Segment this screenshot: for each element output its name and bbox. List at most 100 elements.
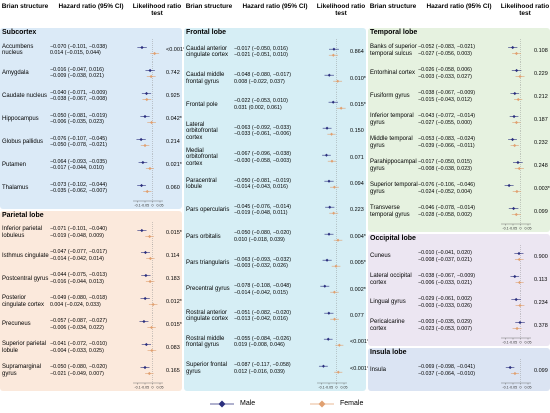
- forest-row: [318, 355, 343, 382]
- female-hr-label: −0.038 (−0.067, −0.008): [50, 96, 107, 103]
- structure-name: Superior parietal lobule: [2, 341, 47, 354]
- forest-row: [324, 170, 339, 198]
- point-estimate: [336, 79, 340, 84]
- point-estimate: [334, 264, 338, 268]
- forest-row: [141, 84, 153, 108]
- p-value: 0.234: [534, 299, 548, 306]
- structure-name: Superior temporal gyrus: [370, 182, 418, 195]
- male-hr-label: −0.017 (−0.050, 0.015): [418, 159, 472, 165]
- point-estimate: [144, 343, 148, 347]
- p-value: 0.212: [534, 93, 548, 100]
- forest-row: [508, 39, 521, 62]
- column-header: Likelihood ratio test: [500, 3, 550, 17]
- structure-name: Putamen: [2, 161, 27, 168]
- forest-row: [140, 244, 155, 268]
- structure-name: Hippocampus: [2, 115, 39, 122]
- structure-name: Inferior temporal gyrus: [370, 113, 414, 126]
- point-estimate: [331, 53, 335, 57]
- male-hr-label: −0.048 (−0.080, −0.017): [234, 72, 291, 79]
- point-estimate: [328, 205, 332, 210]
- male-hr-label: −0.076 (−0.106, −0.046): [418, 182, 475, 188]
- forest-row: [504, 177, 522, 200]
- p-value: 0.060: [166, 185, 180, 192]
- female-hr-label: −0.016 (−0.044, 0.013): [50, 278, 104, 285]
- forest-row: [511, 62, 525, 85]
- point-estimate: [513, 371, 517, 376]
- point-estimate: [143, 251, 148, 255]
- p-value: 0.071: [350, 154, 364, 161]
- female-hr-label: 0.010 (−0.018, 0.039): [234, 236, 285, 243]
- p-value: <0.001*: [350, 365, 370, 372]
- hazard-ratio: −0.048 (−0.080, −0.017) 0.008 (−0.022, 0.…: [234, 65, 316, 91]
- tick-label: -0.05: [509, 386, 517, 390]
- p-value: 0.223: [350, 207, 364, 214]
- point-estimate: [327, 179, 331, 183]
- female-hr-label: −0.023 (−0.053, 0.007): [418, 325, 472, 332]
- female-hr-label: −0.021 (−0.049, 0.007): [50, 370, 104, 377]
- male-hr-label: −0.050 (−0.080, −0.020): [234, 230, 291, 237]
- hazard-ratio: −0.038 (−0.067, −0.009) −0.006 (−0.033, 0…: [418, 268, 500, 291]
- p-value: 0.248: [534, 162, 548, 169]
- forest-row: [505, 359, 521, 382]
- male-hr-label: −0.016 (−0.047, 0.016): [50, 66, 104, 73]
- tick-label: 0: [152, 386, 154, 390]
- forest-row: [145, 61, 156, 85]
- point-estimate: [148, 280, 152, 284]
- structure-name: Supramarginal gyrus: [2, 364, 42, 377]
- column-header: Brian structure: [1, 3, 49, 10]
- female-hr-label: −0.014 (−0.042, 0.015): [234, 289, 288, 296]
- point-estimate: [514, 212, 518, 217]
- point-estimate: [151, 303, 155, 307]
- p-value: 0.150: [350, 128, 364, 135]
- structure-name: Pars orbitalis: [186, 233, 221, 240]
- male-hr-label: −0.047 (−0.077, −0.017): [50, 249, 107, 256]
- forest-row: [139, 313, 156, 337]
- hazard-ratio: −0.050 (−0.080, −0.020) −0.021 (−0.049, 0…: [50, 359, 132, 382]
- p-value: 0.083: [166, 344, 180, 351]
- female-hr-label: −0.006 (−0.033, 0.021): [418, 279, 472, 286]
- point-estimate: [141, 160, 145, 164]
- point-estimate: [148, 234, 152, 238]
- structure-name: Pars triangularis: [186, 260, 230, 266]
- tick-label: 0: [520, 341, 522, 345]
- male-hr-label: −0.010 (−0.041, 0.020): [418, 250, 472, 256]
- point-estimate: [325, 126, 329, 130]
- structure-name: Insula: [370, 367, 387, 374]
- tick-label: 0.05: [525, 341, 532, 345]
- legend-marker: [210, 400, 234, 408]
- legend-label: Female: [340, 400, 364, 407]
- p-value: 0.099: [534, 367, 548, 374]
- point-estimate: [143, 297, 147, 301]
- tick-label: -0.1: [134, 386, 140, 390]
- point-estimate: [149, 74, 153, 78]
- male-hr-label: −0.043 (−0.072, −0.014): [418, 113, 475, 119]
- male-hr-label: −0.055 (−0.084, −0.026): [234, 335, 291, 342]
- tick-label: -0.05: [325, 386, 333, 390]
- female-hr-label: −0.009 (−0.038, 0.021): [50, 73, 104, 80]
- male-hr-label: −0.064 (−0.093, −0.035): [50, 158, 107, 165]
- point-estimate: [330, 159, 334, 163]
- point-estimate: [148, 257, 152, 261]
- male-hr-label: −0.044 (−0.075, −0.013): [50, 272, 107, 279]
- section-title: Frontal lobe: [186, 29, 227, 36]
- forest-axis: -0.1 -0.05 0 0.05: [501, 223, 532, 231]
- forest-row: [508, 131, 521, 154]
- male-hr-label: −0.022 (−0.053, 0.010): [234, 98, 288, 105]
- forest-row: [512, 314, 525, 337]
- male-hr-label: −0.045 (−0.076, −0.014): [234, 203, 291, 210]
- forest-row: [140, 359, 154, 382]
- point-estimate: [139, 137, 143, 141]
- female-hr-label: 0.008 (−0.022, 0.037): [234, 78, 285, 85]
- female-hr-label: −0.027 (−0.056, 0.003): [418, 50, 472, 57]
- female-hr-label: −0.003 (−0.032, 0.026): [234, 263, 288, 270]
- hazard-ratio: −0.044 (−0.075, −0.013) −0.016 (−0.044, 0…: [50, 267, 132, 290]
- section-panel: [0, 28, 182, 209]
- p-value: 0.077: [350, 313, 364, 320]
- structure-name: Rostral anterior cingulate cortex: [186, 309, 229, 323]
- point-estimate: [517, 251, 521, 256]
- column-header: Brian structure: [185, 3, 233, 10]
- structure-name: Rostral middle frontal gyrus: [186, 335, 225, 349]
- female-hr-label: −0.008 (−0.038, 0.023): [418, 165, 472, 172]
- point-estimate: [332, 211, 336, 216]
- hazard-ratio: −0.017 (−0.050, 0.015) −0.008 (−0.038, 0.…: [418, 154, 500, 177]
